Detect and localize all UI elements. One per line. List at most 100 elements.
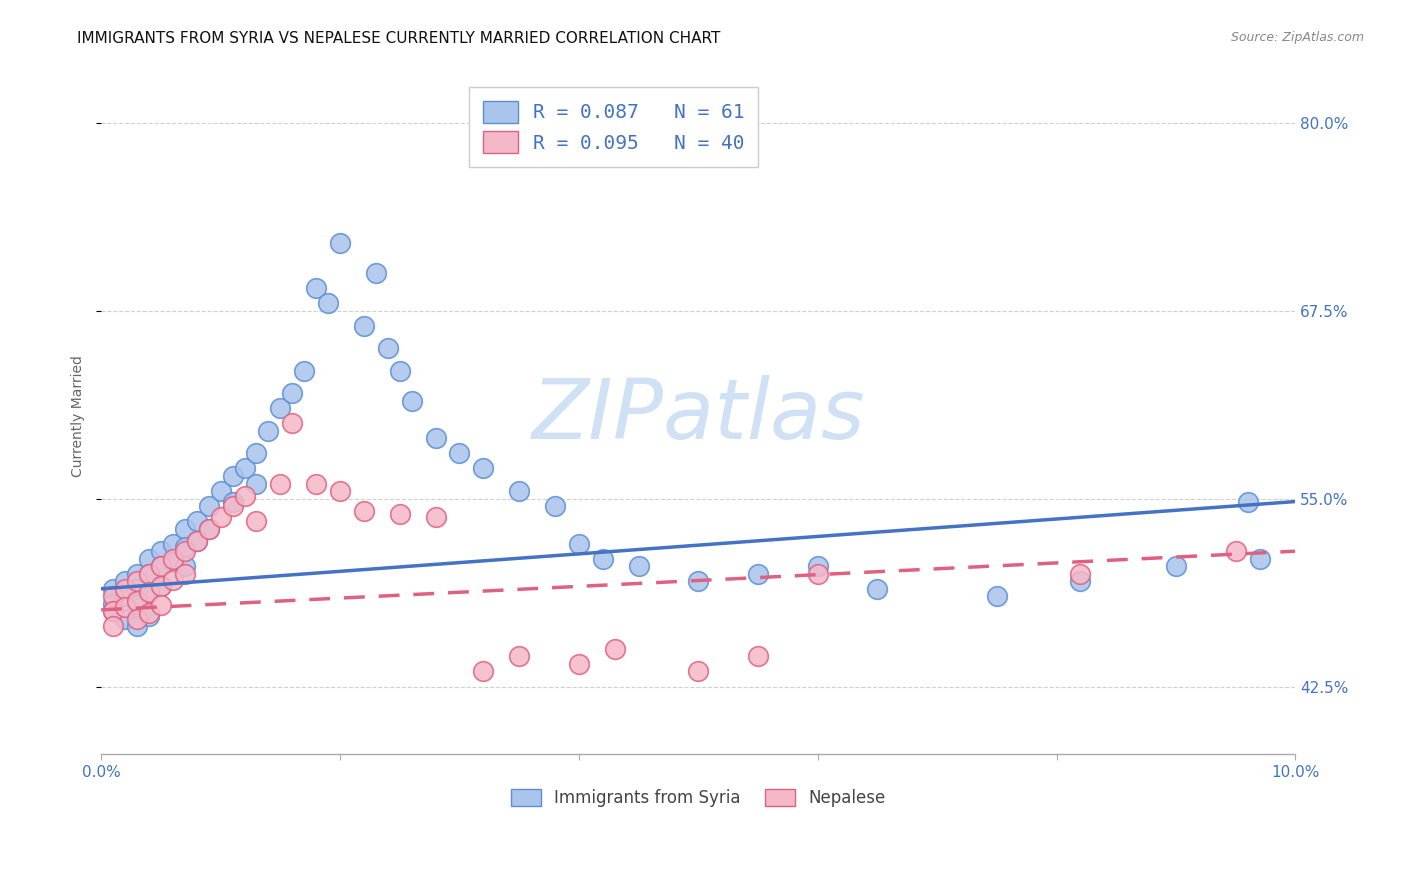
Point bbox=[245, 514, 267, 528]
Point bbox=[162, 551, 184, 566]
Point bbox=[1225, 544, 1247, 558]
Point bbox=[508, 483, 530, 498]
Point bbox=[603, 642, 626, 657]
Point bbox=[292, 364, 315, 378]
Point bbox=[425, 431, 447, 445]
Point bbox=[305, 281, 328, 295]
Point bbox=[1069, 566, 1091, 581]
Point bbox=[149, 599, 172, 613]
Point bbox=[138, 566, 160, 581]
Point bbox=[544, 499, 567, 513]
Point bbox=[125, 582, 148, 596]
Point bbox=[353, 503, 375, 517]
Point bbox=[281, 386, 304, 401]
Point bbox=[245, 446, 267, 460]
Point bbox=[197, 522, 219, 536]
Point bbox=[125, 574, 148, 589]
Text: IMMIGRANTS FROM SYRIA VS NEPALESE CURRENTLY MARRIED CORRELATION CHART: IMMIGRANTS FROM SYRIA VS NEPALESE CURREN… bbox=[77, 31, 721, 46]
Point bbox=[472, 461, 495, 475]
Point bbox=[186, 533, 208, 548]
Point bbox=[986, 589, 1008, 603]
Point bbox=[233, 489, 256, 503]
Point bbox=[138, 566, 160, 581]
Point bbox=[101, 619, 124, 633]
Point bbox=[269, 476, 291, 491]
Point bbox=[138, 551, 160, 566]
Point bbox=[173, 544, 195, 558]
Point bbox=[186, 533, 208, 548]
Point bbox=[173, 522, 195, 536]
Point bbox=[269, 401, 291, 416]
Point bbox=[329, 483, 352, 498]
Point bbox=[125, 612, 148, 626]
Point bbox=[138, 606, 160, 620]
Point bbox=[149, 579, 172, 593]
Point bbox=[592, 551, 614, 566]
Point bbox=[305, 476, 328, 491]
Point bbox=[101, 589, 124, 603]
Text: Source: ZipAtlas.com: Source: ZipAtlas.com bbox=[1230, 31, 1364, 45]
Point bbox=[149, 544, 172, 558]
Point bbox=[209, 509, 232, 524]
Point bbox=[101, 597, 124, 611]
Point bbox=[173, 566, 195, 581]
Point bbox=[221, 499, 243, 513]
Point bbox=[221, 469, 243, 483]
Point bbox=[114, 574, 136, 589]
Point bbox=[114, 599, 136, 614]
Point bbox=[138, 584, 160, 599]
Point bbox=[162, 536, 184, 550]
Point bbox=[233, 461, 256, 475]
Point bbox=[138, 584, 160, 599]
Point bbox=[449, 446, 471, 460]
Point bbox=[197, 499, 219, 513]
Point bbox=[353, 318, 375, 333]
Point bbox=[747, 649, 769, 664]
Point bbox=[101, 604, 124, 618]
Point bbox=[209, 483, 232, 498]
Point bbox=[125, 594, 148, 608]
Text: ZIPatlas: ZIPatlas bbox=[531, 376, 865, 457]
Point bbox=[186, 514, 208, 528]
Point bbox=[101, 582, 124, 596]
Point bbox=[329, 235, 352, 250]
Point bbox=[125, 619, 148, 633]
Point bbox=[388, 507, 411, 521]
Point bbox=[114, 582, 136, 596]
Point bbox=[377, 341, 399, 355]
Point bbox=[149, 559, 172, 574]
Point bbox=[162, 555, 184, 569]
Point bbox=[125, 597, 148, 611]
Point bbox=[1164, 559, 1187, 574]
Point bbox=[364, 266, 387, 280]
Point bbox=[688, 665, 710, 679]
Point bbox=[568, 657, 591, 671]
Point bbox=[472, 665, 495, 679]
Point bbox=[149, 559, 172, 574]
Point bbox=[162, 573, 184, 587]
Point bbox=[807, 559, 830, 574]
Point bbox=[747, 566, 769, 581]
Point bbox=[149, 579, 172, 593]
Point bbox=[508, 649, 530, 664]
Y-axis label: Currently Married: Currently Married bbox=[72, 355, 86, 476]
Point bbox=[173, 559, 195, 574]
Point bbox=[568, 536, 591, 550]
Point bbox=[807, 566, 830, 581]
Point bbox=[281, 417, 304, 431]
Point bbox=[627, 559, 650, 574]
Point bbox=[1249, 551, 1271, 566]
Point bbox=[245, 476, 267, 491]
Point bbox=[101, 604, 124, 618]
Point bbox=[316, 296, 339, 310]
Point bbox=[425, 509, 447, 524]
Point bbox=[114, 612, 136, 626]
Point bbox=[388, 364, 411, 378]
Point bbox=[688, 574, 710, 589]
Point bbox=[866, 582, 889, 596]
Point bbox=[138, 608, 160, 623]
Point bbox=[173, 540, 195, 554]
Point bbox=[125, 566, 148, 581]
Point bbox=[401, 393, 423, 408]
Point bbox=[197, 522, 219, 536]
